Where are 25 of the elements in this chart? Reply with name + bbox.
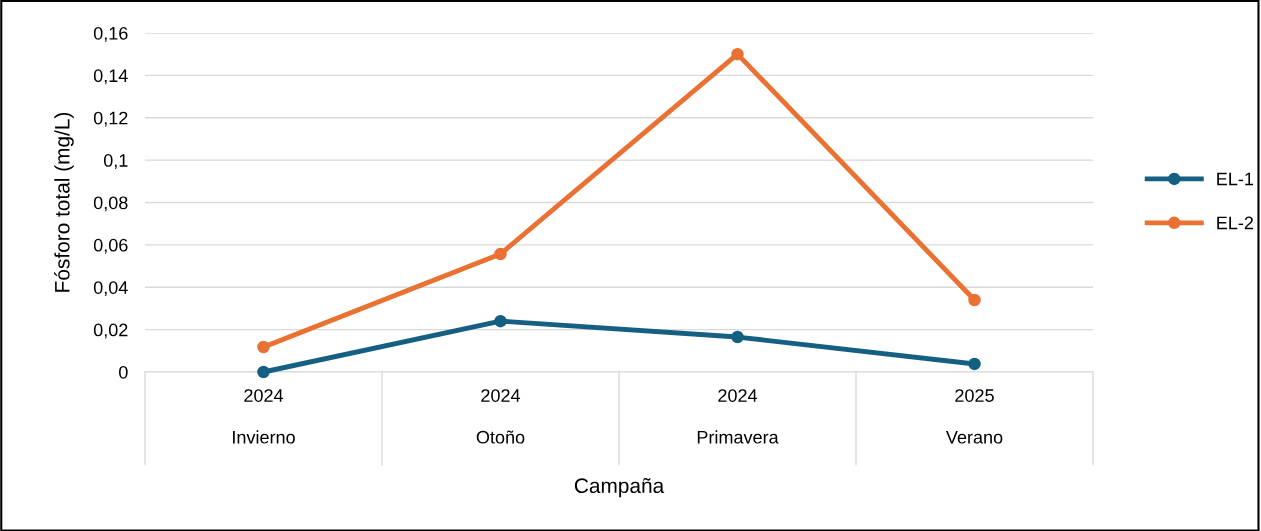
y-tick-label: 0,04 <box>93 281 128 297</box>
y-tick-label: 0,16 <box>93 26 128 42</box>
point <box>731 47 744 61</box>
y-axis-title: Fósforo total (mg/L) <box>54 112 74 292</box>
y-tick-label: 0 <box>119 365 128 379</box>
y-tick-label: 0,06 <box>93 238 128 254</box>
point <box>968 357 981 371</box>
legend-label: EL-1 <box>1217 172 1254 186</box>
y-tick-label: 0,14 <box>93 69 128 85</box>
y-tick-label: 0,02 <box>93 323 128 339</box>
point <box>968 293 981 307</box>
point <box>494 247 507 261</box>
point <box>257 365 270 379</box>
x-axis-title: Campaña <box>574 477 665 498</box>
category-label: 2024 Invierno <box>233 389 295 444</box>
y-tick-label: 0,08 <box>93 196 128 212</box>
y-tick-label: 0,1 <box>103 154 128 169</box>
category-label: 2024 Primavera <box>697 389 779 444</box>
point <box>257 340 270 354</box>
category-label: 2025 Verano <box>945 389 1003 444</box>
y-tick-label: 0,12 <box>93 111 128 127</box>
legend-label: EL-2 <box>1217 216 1254 230</box>
category-label: 2024 Otoño <box>476 389 525 444</box>
point <box>731 330 744 344</box>
point <box>494 314 507 328</box>
